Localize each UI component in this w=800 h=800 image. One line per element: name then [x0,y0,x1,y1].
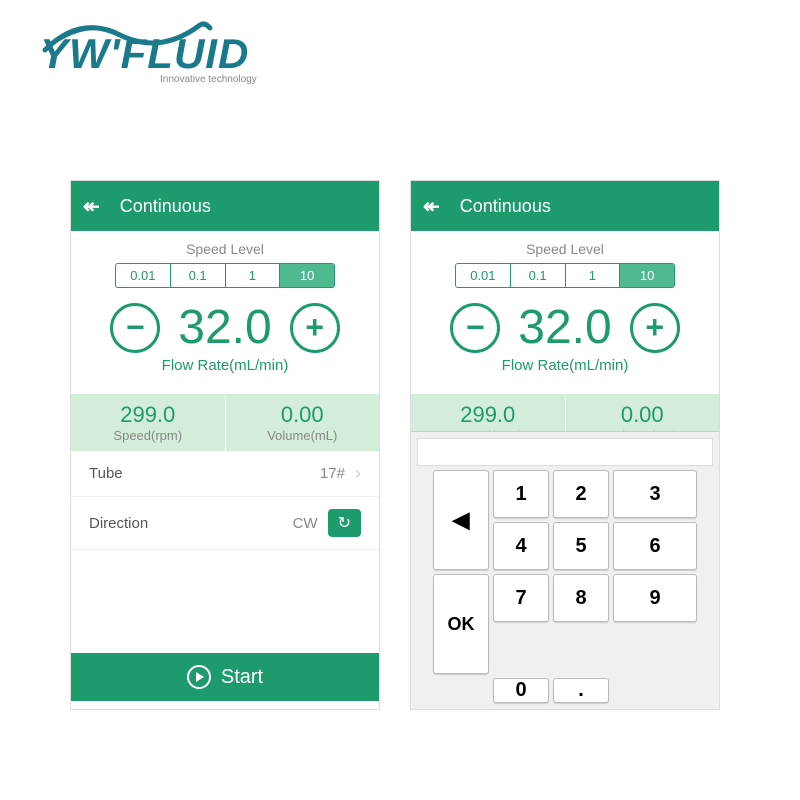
flow-rate-label: Flow Rate(mL/min) [86,357,364,374]
screen-title: Continuous [120,196,211,217]
speed-level-label: Speed Level [86,241,364,257]
screen-header: ↞ Continuous [71,181,379,231]
speed-level-option[interactable]: 0.1 [511,264,566,287]
numeric-keypad: 1 2 3 ◀ 4 5 6 7 8 9 OK 0 . [411,431,719,709]
key-9[interactable]: 9 [613,574,697,622]
speed-level-option[interactable]: 0.01 [116,264,171,287]
brand-name: YW'FLUID [40,30,257,78]
key-1[interactable]: 1 [493,470,549,518]
back-icon[interactable]: ↞ [83,194,100,219]
screen-continuous-keypad: ↞ Continuous Speed Level 0.01 0.1 1 10 −… [410,180,720,710]
increase-button[interactable]: + [630,303,680,353]
chevron-right-icon: › [355,463,361,484]
key-5[interactable]: 5 [553,522,609,570]
brand-logo: YW'FLUID Innovative technology [40,30,257,85]
increase-button[interactable]: + [290,303,340,353]
speed-level-option[interactable]: 1 [566,264,621,287]
speed-level-option[interactable]: 1 [226,264,281,287]
key-8[interactable]: 8 [553,574,609,622]
play-icon [187,665,211,689]
key-ok[interactable]: OK [433,574,489,674]
key-2[interactable]: 2 [553,470,609,518]
speed-level-selector: 0.01 0.1 1 10 [115,263,335,288]
key-backspace[interactable]: ◀ [433,470,489,570]
key-6[interactable]: 6 [613,522,697,570]
speed-level-option[interactable]: 10 [620,264,674,287]
speed-level-option[interactable]: 0.01 [456,264,511,287]
key-3[interactable]: 3 [613,470,697,518]
decrease-button[interactable]: − [110,303,160,353]
flow-rate-value[interactable]: 32.0 [518,300,611,355]
screen-continuous-main: ↞ Continuous Speed Level 0.01 0.1 1 10 −… [70,180,380,710]
stat-volume[interactable]: 0.00 Volume(mL) [226,394,380,451]
start-button[interactable]: Start [71,653,379,701]
flow-rate-value[interactable]: 32.0 [178,300,271,355]
back-icon[interactable]: ↞ [423,194,440,219]
speed-level-label: Speed Level [426,241,704,257]
setting-direction[interactable]: Direction CW ↻ [71,497,379,550]
brand-tagline: Innovative technology [160,74,257,85]
speed-level-option[interactable]: 10 [280,264,334,287]
key-dot[interactable]: . [553,678,609,703]
key-7[interactable]: 7 [493,574,549,622]
stats-row: 299.0 Speed(rpm) 0.00 Volume(mL) [71,394,379,451]
key-4[interactable]: 4 [493,522,549,570]
setting-tube[interactable]: Tube 17# › [71,451,379,497]
decrease-button[interactable]: − [450,303,500,353]
stat-speed[interactable]: 299.0 Speed(rpm) [71,394,226,451]
direction-toggle-icon[interactable]: ↻ [328,509,361,537]
screen-title: Continuous [460,196,551,217]
key-0[interactable]: 0 [493,678,549,703]
flow-rate-label: Flow Rate(mL/min) [426,357,704,374]
speed-level-selector: 0.01 0.1 1 10 [455,263,675,288]
screen-header: ↞ Continuous [411,181,719,231]
keypad-display [417,438,713,466]
speed-level-option[interactable]: 0.1 [171,264,226,287]
